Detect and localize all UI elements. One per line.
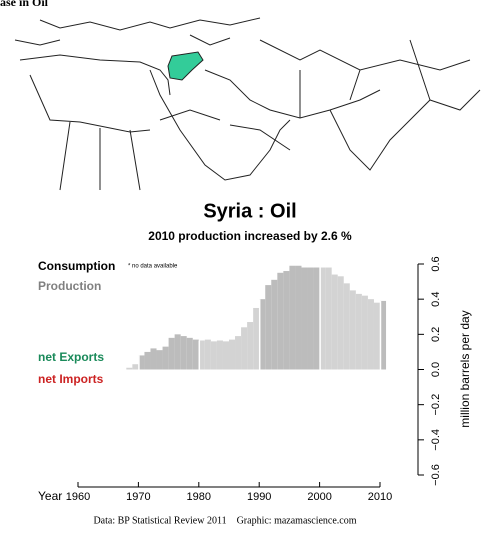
x-tick-label: 2000: [307, 491, 331, 503]
cropped-header: ase in Oil: [0, 0, 49, 9]
bar: [235, 336, 242, 370]
y-tick-label: −0.4: [430, 429, 442, 451]
bar: [229, 339, 236, 370]
note: * no data available: [128, 264, 178, 270]
legend-entry: net Imports: [38, 372, 104, 386]
x-tick-label: 1980: [187, 491, 211, 503]
y-tick-label: 0.6: [430, 256, 442, 271]
bar: [313, 267, 320, 370]
x-axis-label: Year: [38, 489, 62, 503]
chart-title: Syria : Oil: [203, 200, 296, 222]
bar: [210, 341, 217, 370]
legend-entry: net Exports: [38, 350, 104, 364]
bar: [132, 364, 139, 370]
chart-subtitle: 2010 production increased by 2.6 %: [148, 229, 352, 243]
x-tick-label: 1990: [247, 491, 271, 503]
y-tick-label: −0.6: [430, 464, 442, 486]
bar: [307, 267, 314, 370]
map: [14, 17, 481, 191]
bar: [361, 295, 368, 370]
bar: [331, 274, 338, 370]
bar: [138, 355, 145, 370]
bar: [349, 290, 356, 370]
bar: [156, 350, 163, 370]
bar: [277, 272, 284, 370]
bar: [337, 276, 344, 370]
bar: [283, 271, 290, 370]
bar: [186, 337, 193, 370]
bar: [241, 327, 248, 370]
y-axis-label: million barrels per day: [458, 310, 472, 427]
legend-entry: Consumption: [38, 259, 115, 273]
bar: [180, 336, 187, 370]
x-tick-label: 2010: [368, 491, 392, 503]
x-tick-label: 1960: [66, 491, 90, 503]
bar: [289, 265, 296, 370]
bar: [192, 339, 199, 370]
bar: [295, 265, 302, 370]
bar: [144, 351, 151, 370]
bar: [150, 348, 157, 370]
bar: [325, 267, 332, 370]
bar: [343, 283, 350, 370]
bar: [319, 267, 326, 370]
x-tick-label: 1970: [126, 491, 150, 503]
bar: [253, 307, 260, 370]
bar: [301, 267, 308, 370]
bar: [247, 322, 254, 370]
bar: [198, 340, 205, 370]
bar: [126, 367, 133, 370]
bar: [222, 341, 229, 370]
bar: [259, 299, 266, 370]
highlighted-country: [167, 51, 204, 81]
bar: [216, 340, 223, 370]
y-tick-label: −0.2: [430, 394, 442, 416]
bar: [204, 339, 211, 370]
y-tick-label: 0.2: [430, 327, 442, 342]
bar: [162, 346, 169, 370]
bar: [373, 302, 380, 370]
bar: [168, 337, 175, 370]
footer: Data: BP Statistical Review 2011 Graphic…: [93, 515, 356, 526]
bar: [367, 299, 374, 370]
bar: [380, 300, 387, 370]
bar: [355, 293, 362, 370]
legend-entry: Production: [38, 279, 101, 293]
bar: [271, 279, 278, 370]
bar: [265, 285, 272, 370]
y-tick-label: 0.4: [430, 292, 442, 307]
bar: [174, 334, 181, 370]
y-tick-label: 0.0: [430, 362, 442, 377]
